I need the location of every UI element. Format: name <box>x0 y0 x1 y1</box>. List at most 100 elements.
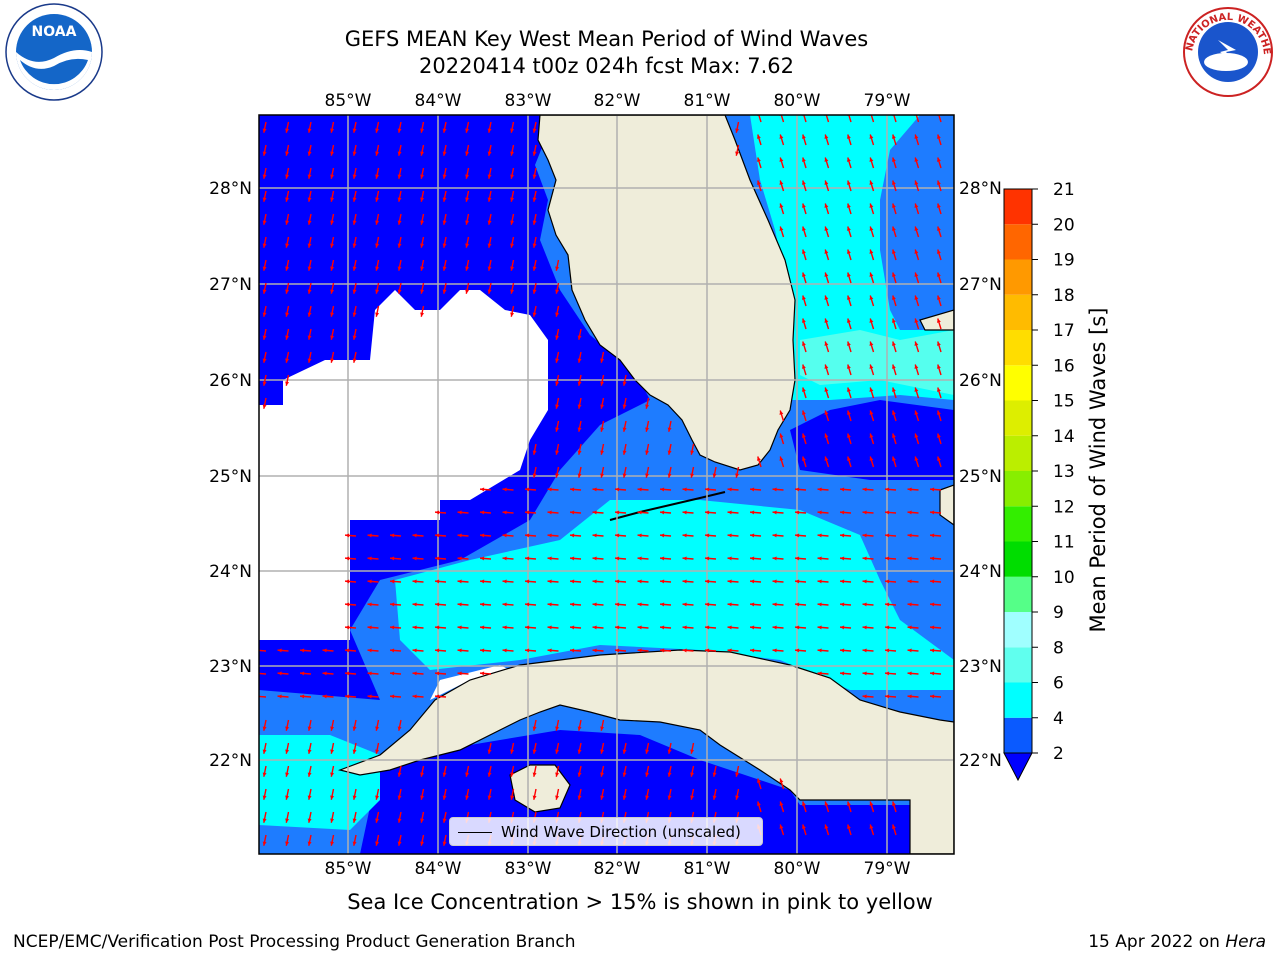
wind-arrow <box>869 341 875 353</box>
wind-arrow <box>779 226 785 238</box>
latitude-labels-right: 28°N 27°N 26°N 25°N 24°N 23°N 22°N <box>959 179 1002 771</box>
wind-arrow <box>914 433 920 445</box>
wind-arrow <box>824 456 830 468</box>
wind-arrow <box>907 671 919 676</box>
wind-arrow <box>412 694 424 699</box>
wind-arrow <box>307 719 312 731</box>
wind-arrow <box>434 533 447 538</box>
wind-arrow <box>434 694 447 699</box>
wind-arrow <box>285 765 290 777</box>
wind-arrow <box>802 226 807 238</box>
wind-arrow <box>937 410 942 422</box>
wind-arrow <box>622 466 627 478</box>
wind-arrow <box>465 167 470 179</box>
wind-arrow <box>592 510 604 515</box>
wind-arrow <box>914 272 920 284</box>
lon-label-top: 81°W <box>684 91 731 111</box>
wind-arrow <box>397 834 402 846</box>
wind-arrow <box>937 456 942 468</box>
wind-arrow <box>824 824 830 836</box>
wind-arrow <box>749 510 762 515</box>
wind-arrow <box>352 719 357 731</box>
wind-arrow <box>307 328 312 340</box>
wind-arrow <box>659 579 672 584</box>
wind-arrow <box>704 487 717 492</box>
wind-arrow <box>547 625 559 630</box>
wind-arrow <box>667 466 672 478</box>
wind-arrow <box>622 397 627 409</box>
wind-arrow <box>532 466 537 478</box>
wind-arrow <box>285 834 290 846</box>
colorbar-tick-label: 17 <box>1053 321 1075 341</box>
no-data-west <box>259 290 548 640</box>
wind-arrow <box>884 510 897 515</box>
wind-arrow <box>772 579 784 584</box>
wind-arrow <box>262 397 267 409</box>
wind-arrow <box>352 144 357 156</box>
wind-arrow <box>779 778 785 790</box>
wind-arrow <box>839 556 852 561</box>
wind-arrow <box>330 167 335 179</box>
lat-label-left: 26°N <box>209 371 252 391</box>
wind-arrow <box>749 556 762 561</box>
wind-arrow <box>592 602 604 607</box>
wind-arrow <box>569 510 582 515</box>
wind-arrow <box>465 121 470 133</box>
wind-arrow <box>502 533 514 538</box>
wind-arrow <box>794 533 807 538</box>
wind-arrow <box>420 167 425 179</box>
wind-arrow <box>704 579 717 584</box>
wind-arrow <box>772 556 784 561</box>
wind-arrow <box>659 602 672 607</box>
wind-arrow <box>330 236 335 248</box>
wind-arrow <box>824 157 830 169</box>
wind-arrow <box>434 625 447 630</box>
wind-arrow <box>547 648 559 653</box>
wind-arrow <box>907 556 919 561</box>
wind-arrow <box>367 648 379 653</box>
wind-arrow <box>502 648 514 653</box>
wind-arrow <box>285 167 290 179</box>
wind-arrow <box>307 213 312 225</box>
wind-arrow <box>285 374 290 386</box>
colorbar-tick-label: 16 <box>1053 356 1075 376</box>
wind-arrow <box>839 533 852 538</box>
sea-ice-note: Sea Ice Concentration > 15% is shown in … <box>347 890 933 914</box>
wind-arrow <box>645 788 650 800</box>
wind-arrow <box>375 236 380 248</box>
wind-arrow <box>667 443 672 455</box>
colorbar-segment <box>1004 576 1032 612</box>
wind-arrow <box>532 305 537 317</box>
wind-arrow <box>344 533 357 538</box>
wind-arrow <box>907 694 919 699</box>
wind-arrow <box>397 719 402 731</box>
footer-date: 15 Apr 2022 on Hera <box>1088 932 1266 952</box>
wind-arrow <box>555 351 560 363</box>
wind-arrow <box>884 579 897 584</box>
wind-arrow <box>352 167 357 179</box>
wind-arrow <box>712 765 717 777</box>
wind-arrow <box>869 295 875 307</box>
wind-arrow <box>884 533 897 538</box>
colorbar-tick-label: 8 <box>1053 638 1064 658</box>
wind-arrow <box>757 801 762 813</box>
wind-arrow <box>802 801 807 813</box>
lon-label-top: 79°W <box>864 91 911 111</box>
wind-arrow <box>862 694 874 699</box>
wind-arrow <box>412 556 424 561</box>
wind-arrow <box>555 719 560 731</box>
land-florida <box>537 115 796 471</box>
wind-arrow <box>847 134 852 146</box>
wind-arrow <box>375 788 380 800</box>
wind-arrow <box>847 226 852 238</box>
field-6-8-atlantic <box>750 115 954 400</box>
wind-arrow <box>479 579 492 584</box>
wind-arrow <box>817 533 829 538</box>
wind-arrow <box>555 397 560 409</box>
wind-arrow <box>330 788 335 800</box>
wind-arrow <box>307 144 312 156</box>
wind-arrow <box>330 719 335 731</box>
wind-arrow <box>914 318 920 330</box>
florida-keys <box>609 491 726 521</box>
wind-arrow <box>262 190 267 202</box>
